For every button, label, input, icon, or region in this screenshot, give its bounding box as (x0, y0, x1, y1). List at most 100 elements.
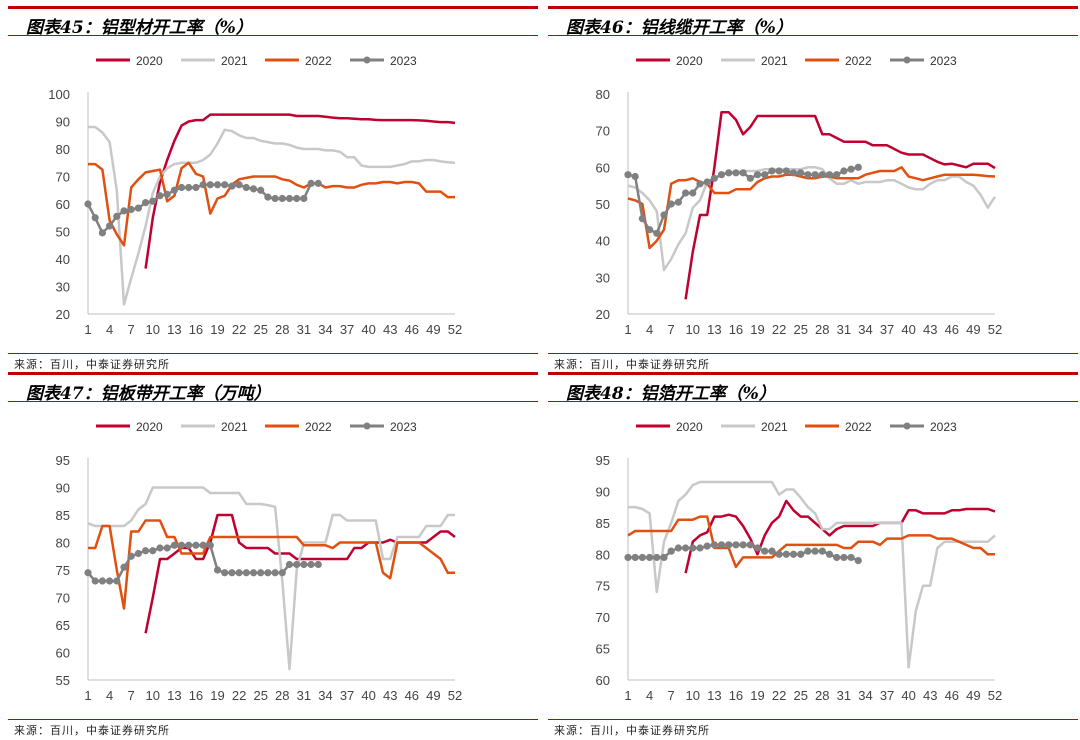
y-tick-label: 80 (596, 547, 610, 562)
data-point (278, 569, 286, 577)
x-tick-label: 4 (106, 322, 113, 337)
x-tick-label: 1 (624, 688, 631, 703)
x-tick-label: 40 (361, 322, 375, 337)
y-tick-label: 80 (56, 536, 70, 551)
x-tick-label: 40 (901, 322, 915, 337)
data-point (782, 550, 790, 558)
data-point (667, 547, 675, 555)
legend-marker (363, 422, 371, 430)
data-point (689, 189, 697, 197)
legend-label: 2020 (676, 420, 703, 434)
x-tick-label: 52 (988, 322, 1002, 337)
data-point (285, 194, 294, 203)
x-tick-label: 1 (84, 688, 91, 703)
y-tick-label: 55 (56, 673, 70, 688)
data-point (746, 541, 754, 549)
legend-item: 2023 (350, 54, 417, 68)
divider (548, 719, 1078, 720)
data-point (307, 560, 315, 569)
data-point (638, 553, 646, 562)
data-point (185, 183, 193, 192)
x-tick-label: 4 (646, 688, 653, 703)
x-tick-label: 19 (750, 322, 764, 337)
legend-item: 2023 (350, 420, 417, 434)
data-point (105, 222, 114, 230)
data-point (177, 183, 186, 192)
legend-item: 2020 (96, 420, 163, 434)
data-point (264, 193, 272, 201)
data-point (631, 172, 639, 181)
data-point (825, 171, 834, 179)
data-point (206, 541, 214, 549)
series-line-2021 (627, 166, 997, 272)
x-tick-label: 16 (189, 322, 203, 337)
x-tick-label: 49 (966, 322, 980, 337)
data-point (753, 171, 762, 179)
legend-label: 2021 (761, 54, 788, 68)
y-tick-label: 75 (56, 563, 70, 578)
data-point (854, 163, 862, 171)
legend-label: 2023 (930, 420, 957, 434)
data-point (149, 197, 157, 205)
y-tick-label: 90 (56, 481, 70, 496)
x-tick-label: 7 (128, 688, 135, 703)
data-point (177, 541, 186, 549)
data-point (631, 553, 639, 562)
x-tick-label: 34 (318, 322, 332, 337)
panel-title-bar: 图表46：铝线缆开工率（%） (548, 6, 1078, 38)
y-tick-label: 65 (596, 642, 610, 657)
data-point (91, 577, 99, 585)
data-point (753, 544, 762, 552)
x-tick-label: 31 (297, 322, 311, 337)
data-point (98, 229, 106, 237)
legend-label: 2022 (845, 54, 872, 68)
x-tick-label: 25 (793, 688, 807, 703)
legend-label: 2022 (845, 420, 872, 434)
data-point (840, 167, 848, 175)
y-tick-label: 75 (596, 579, 610, 594)
chart-source: 来源：百川，中泰证券研究所 (554, 358, 710, 371)
x-tick-label: 28 (275, 322, 289, 337)
data-point (127, 552, 135, 560)
x-tick-label: 31 (837, 322, 851, 337)
data-point (105, 577, 114, 585)
legend-item: 2020 (636, 54, 703, 68)
legend-label: 2021 (221, 54, 248, 68)
data-point (221, 181, 229, 189)
divider (8, 353, 538, 354)
x-tick-label: 4 (646, 322, 653, 337)
panel-title-bar: 图表48：铝箔开工率（%） (548, 372, 1078, 404)
data-point (660, 211, 668, 219)
data-point (818, 171, 826, 179)
series-line-2022 (88, 519, 455, 610)
x-tick-label: 37 (880, 322, 894, 337)
data-point (134, 549, 142, 558)
y-tick-label: 70 (596, 610, 610, 625)
data-point (206, 181, 214, 189)
x-tick-label: 10 (686, 688, 700, 703)
data-point (314, 179, 322, 187)
data-point (278, 194, 286, 203)
data-point (170, 186, 178, 194)
x-tick-label: 13 (167, 688, 181, 703)
legend-item: 2020 (636, 420, 703, 434)
data-point (681, 189, 690, 197)
x-tick-label: 16 (729, 322, 743, 337)
data-point (163, 544, 171, 552)
x-tick-label: 4 (106, 688, 113, 703)
data-point (782, 167, 790, 175)
data-point (242, 183, 250, 192)
x-tick-label: 46 (405, 688, 419, 703)
y-tick-label: 40 (596, 234, 610, 249)
data-point (185, 541, 193, 549)
line-chart: 2020 2021 2022 2023 20 30 40 50 60 70 80 1 4 7 10 13 16 1… (596, 54, 1003, 337)
data-point (645, 553, 654, 562)
x-tick-label: 31 (837, 688, 851, 703)
data-point (840, 553, 848, 562)
data-point (213, 181, 222, 189)
data-point (710, 174, 718, 182)
series-line-2020 (144, 113, 456, 269)
x-tick-label: 43 (923, 322, 937, 337)
series-line-2020 (684, 111, 996, 300)
data-point (228, 182, 236, 190)
